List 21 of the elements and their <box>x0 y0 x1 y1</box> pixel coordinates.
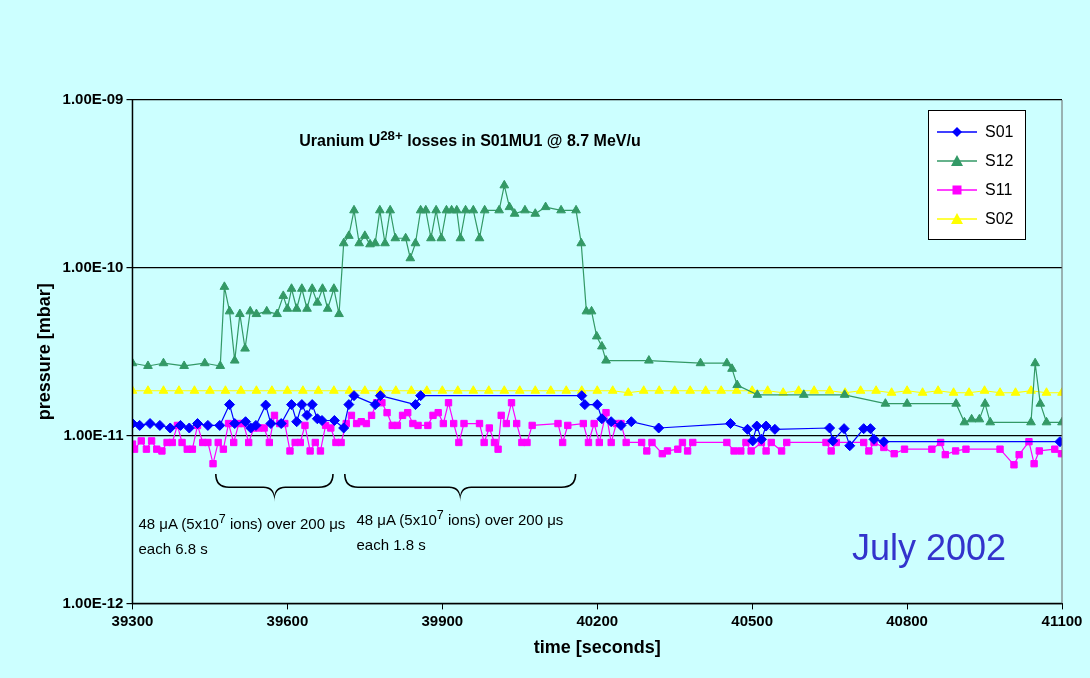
x-tick-label: 40500 <box>731 611 774 629</box>
x-axis-title: time [seconds] <box>533 637 661 658</box>
x-tick-label: 39600 <box>266 611 309 629</box>
text: Uranium U$^{28+}$ losses in S01MU1 @ 8.7 MeV/u <box>298 128 642 151</box>
x-tick-label: 41100 <box>1041 611 1083 629</box>
y-tick-label: 1.00E-12 <box>62 593 124 611</box>
x-tick-label: 39300 <box>111 611 154 629</box>
y-axis-title: pressure [mbar] <box>33 283 54 421</box>
y-tick-label: 1.00E-09 <box>62 90 124 108</box>
y-tick-label: 1.00E-11 <box>63 425 124 443</box>
legend-label: S01 <box>985 122 1014 142</box>
legend-label: S11 <box>985 180 1013 200</box>
text: 48 μA (5x10$^{7}$ ions) over 200 μs each 6.8 s <box>138 512 346 558</box>
text: 48 μA (5x10$^{7}$ ions) over 200 μs each 1.8 s <box>356 508 564 554</box>
legend-label: S12 <box>985 151 1014 171</box>
y-tick-label: 1.00E-10 <box>62 257 124 275</box>
x-tick-label: 39900 <box>421 611 464 629</box>
x-tick-label: 40200 <box>576 611 619 629</box>
legend-label: S02 <box>985 209 1014 229</box>
annotation: July 2002 <box>852 527 1007 570</box>
x-tick-label: 40800 <box>886 611 928 629</box>
